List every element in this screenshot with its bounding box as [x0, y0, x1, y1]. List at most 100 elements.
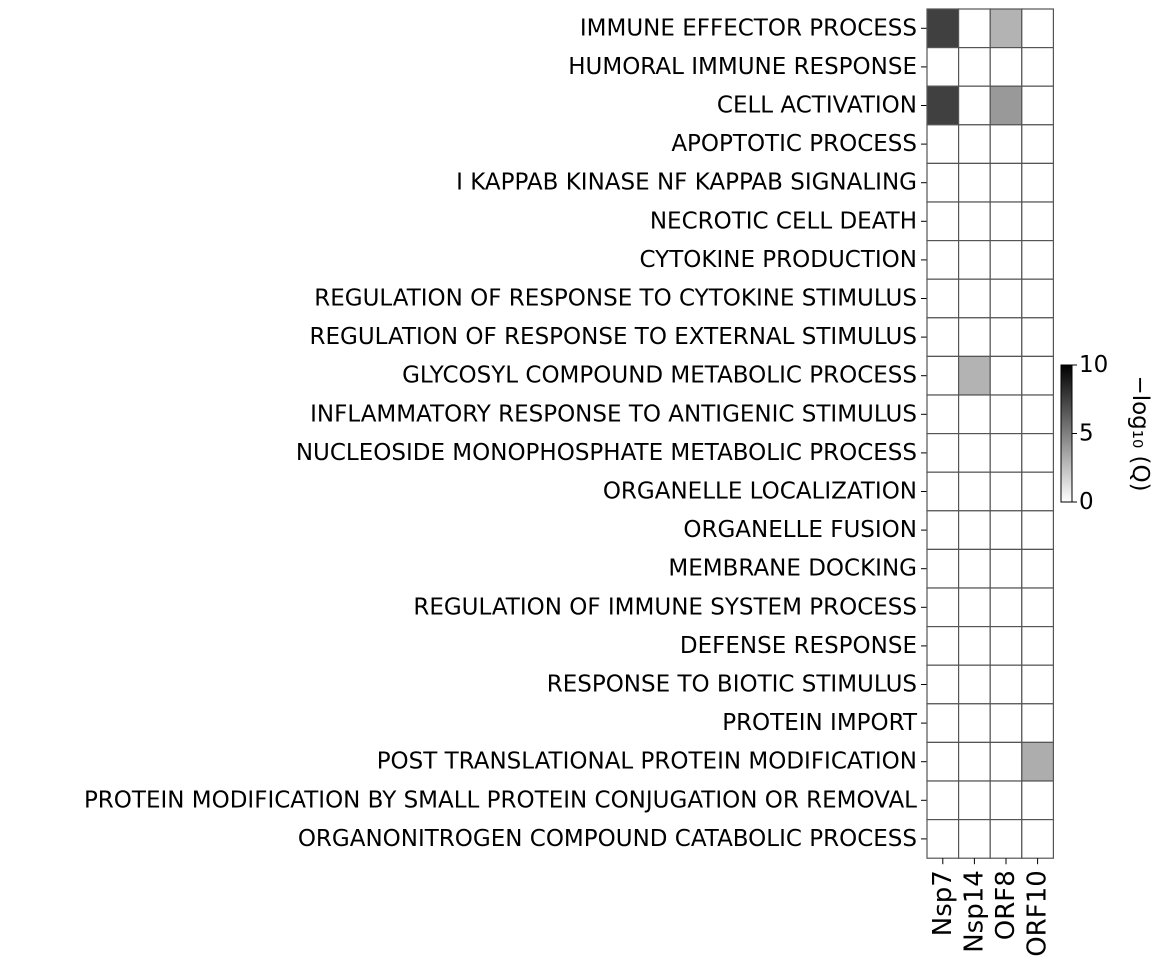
heatmap-cell	[957, 317, 991, 357]
heatmap-cell	[989, 587, 1023, 628]
heatmap-cell	[1021, 780, 1054, 821]
row-label: CYTOKINE PRODUCTION	[640, 247, 917, 273]
heatmap-cell	[989, 510, 1023, 550]
heatmap-cell	[926, 85, 960, 126]
heatmap-cell	[1021, 587, 1054, 628]
heatmap-cell	[926, 8, 960, 49]
heatmap-row: ORGANELLE LOCALIZATION	[603, 471, 1054, 512]
row-label: REGULATION OF RESPONSE TO CYTOKINE STIMU…	[314, 286, 917, 312]
heatmap-cell	[926, 818, 960, 859]
heatmap-cell	[957, 741, 991, 782]
heatmap-cell	[926, 433, 960, 473]
heatmap-cell	[1021, 433, 1054, 473]
colorbar: 0 5 10 −log₁₀ (Q)	[1060, 352, 1153, 515]
heatmap-cell	[957, 433, 991, 473]
colorbar-title: −log₁₀ (Q)	[1127, 375, 1153, 491]
heatmap-cell	[957, 355, 991, 396]
heatmap-row: REGULATION OF IMMUNE SYSTEM PROCESS	[413, 587, 1054, 628]
heatmap-cell	[989, 46, 1023, 87]
heatmap-cell	[957, 818, 991, 859]
heatmap-cell	[1021, 317, 1054, 357]
heatmap-row: REGULATION OF RESPONSE TO CYTOKINE STIMU…	[314, 278, 1054, 319]
heatmap-cell	[926, 240, 960, 280]
row-label: REGULATION OF RESPONSE TO EXTERNAL STIMU…	[310, 324, 917, 350]
heatmap-cell	[989, 818, 1023, 859]
heatmap-cell	[989, 664, 1023, 705]
heatmap-cell	[926, 548, 960, 589]
heatmap-cell	[957, 664, 991, 705]
colorbar-tick-label: 0	[1079, 489, 1094, 515]
heatmap-cell	[957, 278, 991, 319]
colorbar-tick-label: 10	[1079, 352, 1108, 378]
heatmap-row: INFLAMMATORY RESPONSE TO ANTIGENIC STIMU…	[310, 394, 1054, 435]
heatmap-rows: IMMUNE EFFECTOR PROCESS HUMORAL IMMUNE RE…	[84, 8, 1054, 859]
heatmap-cell	[957, 201, 991, 242]
heatmap-cell	[926, 162, 960, 203]
heatmap-row: RESPONSE TO BIOTIC STIMULUS	[547, 664, 1054, 705]
heatmap-cell	[926, 510, 960, 550]
heatmap-cell	[957, 703, 991, 743]
heatmap-row: DEFENSE RESPONSE	[680, 625, 1054, 666]
heatmap-cell	[957, 124, 991, 165]
heatmap-cell	[989, 355, 1023, 396]
column-label: ORF8	[991, 870, 1021, 940]
heatmap-cell	[1021, 124, 1054, 165]
heatmap-cell	[989, 780, 1023, 821]
heatmap-cell	[989, 741, 1023, 782]
heatmap-cell	[926, 46, 960, 87]
heatmap-row: I KAPPAB KINASE NF KAPPAB SIGNALING	[456, 162, 1054, 203]
heatmap-cell	[989, 394, 1023, 435]
row-label: ORGANONITROGEN COMPOUND CATABOLIC PROCES…	[298, 826, 917, 852]
heatmap-cell	[957, 394, 991, 435]
heatmap-cell	[1021, 355, 1054, 396]
heatmap-cell	[1021, 46, 1054, 87]
colorbar-tick-label: 5	[1079, 421, 1094, 447]
heatmap-cell	[1021, 510, 1054, 550]
heatmap-cell	[989, 471, 1023, 512]
heatmap-cell	[1021, 394, 1054, 435]
row-label: HUMORAL IMMUNE RESPONSE	[568, 54, 917, 80]
heatmap-row: PROTEIN IMPORT	[722, 703, 1054, 743]
heatmap-cell	[926, 664, 960, 705]
heatmap-row: ORGANONITROGEN COMPOUND CATABOLIC PROCES…	[298, 818, 1054, 859]
heatmap-cell	[989, 703, 1023, 743]
row-label: MEMBRANE DOCKING	[668, 556, 917, 582]
row-label: INFLAMMATORY RESPONSE TO ANTIGENIC STIMU…	[310, 401, 917, 427]
row-label: ORGANELLE LOCALIZATION	[603, 479, 917, 505]
heatmap-cell	[989, 124, 1023, 165]
heatmap-cell	[926, 741, 960, 782]
heatmap-cell	[1021, 8, 1054, 49]
heatmap-cell	[1021, 703, 1054, 743]
row-label: CELL ACTIVATION	[717, 93, 917, 119]
heatmap-row: APOPTOTIC PROCESS	[671, 124, 1054, 165]
column-label: ORF10	[1023, 870, 1053, 957]
row-label: APOPTOTIC PROCESS	[671, 131, 917, 157]
heatmap-cell	[957, 471, 991, 512]
heatmap-cell	[1021, 625, 1054, 666]
heatmap-cell	[989, 240, 1023, 280]
heatmap-row: GLYCOSYL COMPOUND METABOLIC PROCESS	[402, 355, 1054, 396]
heatmap-cell	[957, 510, 991, 550]
row-label: POST TRANSLATIONAL PROTEIN MODIFICATION	[377, 749, 917, 775]
heatmap-cell	[957, 625, 991, 666]
heatmap-row: PROTEIN MODIFICATION BY SMALL PROTEIN CO…	[84, 780, 1054, 821]
heatmap-cell	[1021, 162, 1054, 203]
row-label: IMMUNE EFFECTOR PROCESS	[580, 15, 917, 41]
colorbar-ticks: 0 5 10	[1072, 352, 1108, 515]
heatmap-cell	[926, 471, 960, 512]
heatmap-row: POST TRANSLATIONAL PROTEIN MODIFICATION	[377, 741, 1054, 782]
heatmap-row: CELL ACTIVATION	[717, 85, 1054, 126]
column-label: Nsp14	[959, 870, 989, 953]
heatmap-cell	[957, 8, 991, 49]
heatmap-row: NUCLEOSIDE MONOPHOSPHATE METABOLIC PROCE…	[296, 433, 1054, 473]
heatmap-row: IMMUNE EFFECTOR PROCESS	[580, 8, 1054, 49]
heatmap-cell	[989, 8, 1023, 49]
heatmap-cell	[926, 355, 960, 396]
heatmap-row: HUMORAL IMMUNE RESPONSE	[568, 46, 1054, 87]
heatmap-cell	[1021, 548, 1054, 589]
heatmap-row: ORGANELLE FUSION	[683, 510, 1054, 550]
column-labels: Nsp7 Nsp14 ORF8 ORF10	[928, 858, 1053, 957]
row-label: ORGANELLE FUSION	[683, 517, 917, 543]
heatmap-cell	[1021, 201, 1054, 242]
heatmap-cell	[926, 394, 960, 435]
